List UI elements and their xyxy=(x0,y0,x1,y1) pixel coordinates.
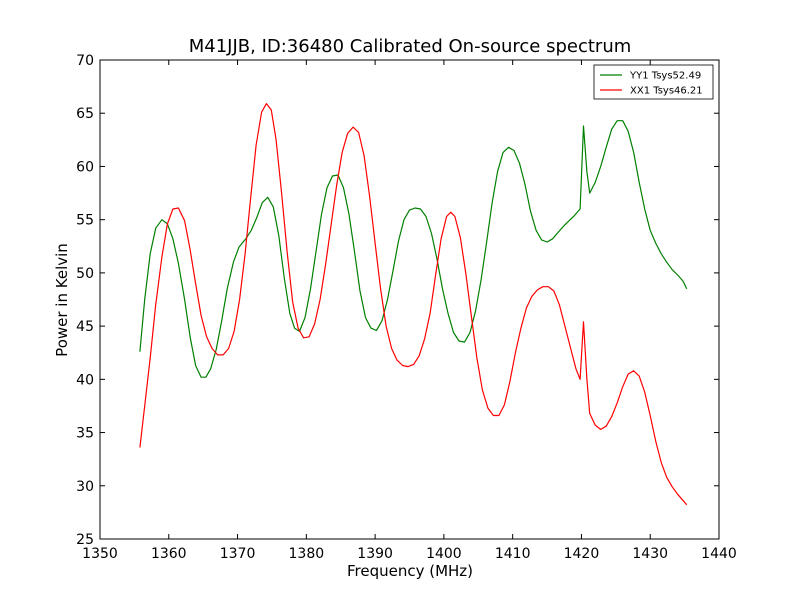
x-tick-label-0: 1350 xyxy=(82,546,118,562)
y-tick-label-6: 55 xyxy=(76,213,94,229)
series-layer xyxy=(139,103,688,506)
y-tick-label-4: 45 xyxy=(76,319,94,335)
x-tick-label-6: 1410 xyxy=(495,546,531,562)
y-tick-label-0: 25 xyxy=(76,532,94,548)
x-tick-label-3: 1380 xyxy=(289,546,325,562)
y-axis-label: Power in Kelvin xyxy=(53,243,71,357)
chart-title: M41JJB, ID:36480 Calibrated On-source sp… xyxy=(189,36,632,57)
series-line-1 xyxy=(139,103,688,506)
legend-label-1: XX1 Tsys46.21 xyxy=(630,86,703,97)
y-tick-label-3: 40 xyxy=(76,372,94,388)
plot-background xyxy=(100,60,719,539)
y-tick-label-8: 65 xyxy=(76,106,94,122)
x-tick-label-9: 1440 xyxy=(701,546,737,562)
x-tick-label-7: 1420 xyxy=(564,546,600,562)
y-tick-label-9: 70 xyxy=(76,53,94,69)
x-tick-label-1: 1360 xyxy=(151,546,187,562)
legend-box xyxy=(593,64,714,100)
legend: YY1 Tsys52.49 XX1 Tsys46.21 xyxy=(593,64,714,100)
x-tick-label-5: 1400 xyxy=(426,546,462,562)
y-tick-label-7: 60 xyxy=(76,159,94,175)
x-tick-label-2: 1370 xyxy=(220,546,256,562)
series-line-0 xyxy=(139,120,688,378)
x-axis: 1350 1360 1370 1380 1390 1400 1410 1420 1430 1440 xyxy=(82,60,737,562)
y-tick-label-5: 50 xyxy=(76,266,94,282)
x-axis-label: Frequency (MHz) xyxy=(347,562,473,580)
y-axis: 25 30 35 40 45 50 55 60 65 70 xyxy=(76,53,719,548)
plot-area xyxy=(99,59,720,540)
plot-frame xyxy=(99,59,720,540)
x-tick-label-4: 1390 xyxy=(357,546,393,562)
x-tick-label-8: 1430 xyxy=(632,546,668,562)
y-tick-label-2: 35 xyxy=(76,426,94,442)
y-tick-label-1: 30 xyxy=(76,479,94,495)
legend-label-0: YY1 Tsys52.49 xyxy=(629,71,701,82)
